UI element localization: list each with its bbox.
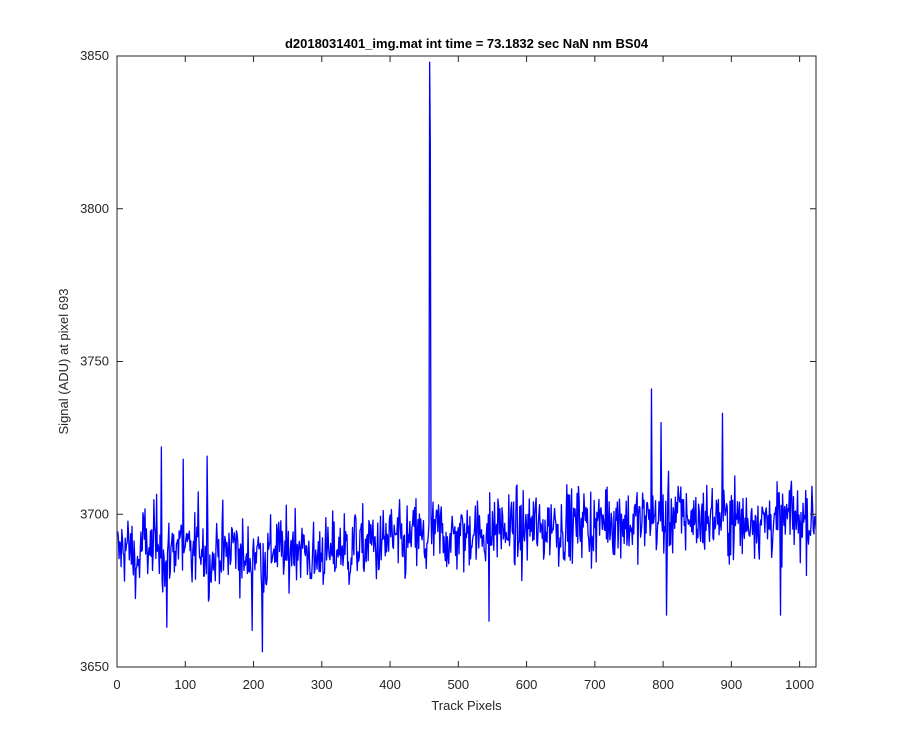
x-tick-label: 700: [584, 677, 606, 692]
x-axis-label: Track Pixels: [431, 698, 502, 713]
y-tick-label: 3850: [80, 48, 109, 63]
y-tick-label: 3800: [80, 201, 109, 216]
chart-title: d2018031401_img.mat int time = 73.1832 s…: [285, 36, 649, 51]
y-axis: 3650 3700 3750 3800 3850: [80, 48, 816, 674]
x-tick-label: 500: [447, 677, 469, 692]
axes-background: [117, 56, 816, 667]
x-tick-label: 600: [516, 677, 538, 692]
x-tick-label: 900: [721, 677, 743, 692]
x-axis: 0 100 200 300 400 500 600 700 800 900 1000: [113, 56, 814, 692]
x-tick-label: 1000: [785, 677, 814, 692]
x-tick-label: 300: [311, 677, 333, 692]
y-tick-label: 3650: [80, 659, 109, 674]
x-tick-label: 0: [113, 677, 120, 692]
series-layer: [117, 61, 816, 653]
x-tick-label: 400: [379, 677, 401, 692]
y-tick-label: 3700: [80, 506, 109, 521]
x-tick-label: 800: [652, 677, 674, 692]
y-axis-label: Signal (ADU) at pixel 693: [56, 289, 71, 435]
x-tick-label: 200: [243, 677, 265, 692]
y-tick-label: 3750: [80, 354, 109, 369]
signal-series-line: [117, 61, 816, 653]
x-tick-label: 100: [174, 677, 196, 692]
